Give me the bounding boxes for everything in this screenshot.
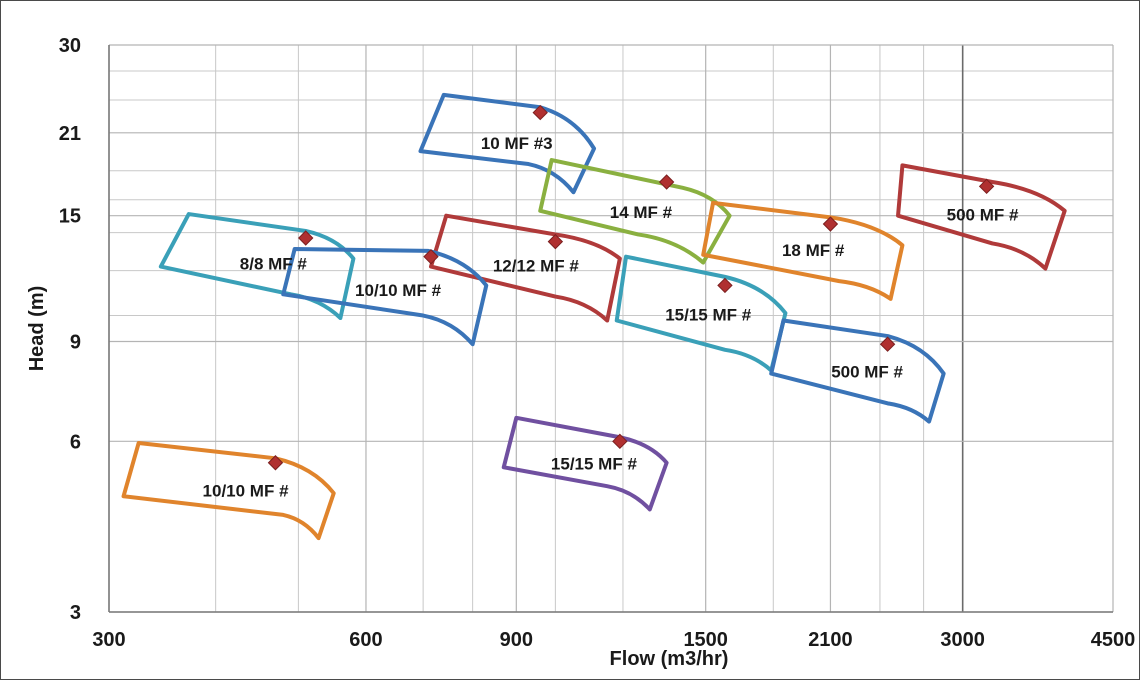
duty-point-marker: [879, 336, 896, 352]
y-tick-label: 21: [59, 123, 81, 145]
pump-region-label: 18 MF #: [782, 241, 845, 260]
x-tick-label: 3000: [940, 629, 985, 651]
x-tick-label: 900: [500, 629, 533, 651]
y-tick-label: 9: [70, 331, 81, 353]
x-tick-label: 2100: [808, 629, 853, 651]
duty-point-marker: [298, 230, 314, 246]
pump-regions: [121, 92, 1067, 541]
pump-region-outline: [281, 247, 489, 347]
pump-region-label: 500 MF #: [831, 362, 903, 381]
duty-point-markers: [267, 104, 995, 471]
x-tick-label: 1500: [683, 629, 728, 651]
y-tick-label: 6: [70, 431, 81, 453]
pump-region-label: 8/8 MF #: [240, 255, 308, 274]
duty-point-marker: [423, 248, 439, 265]
pump-region-label: 14 MF #: [610, 203, 673, 222]
pump-region-outline: [538, 158, 732, 265]
pump-region-outline: [501, 415, 669, 512]
pump-region-label: 15/15 MF #: [665, 306, 752, 325]
x-tick-labels: 300 600 900 1500 2100 3000 4500: [92, 629, 1135, 651]
duty-point-marker: [547, 233, 564, 250]
duty-point-marker: [532, 104, 548, 121]
x-tick-label: 4500: [1091, 629, 1136, 651]
pump-region-outline: [614, 254, 788, 373]
y-tick-label: 30: [59, 35, 81, 57]
pump-region-label: 10 MF #3: [481, 134, 553, 153]
pump-region-outline: [121, 440, 336, 541]
pump-region-outline: [428, 213, 622, 323]
y-tick-label: 15: [59, 206, 81, 228]
pump-region-label: 10/10 MF #: [203, 482, 290, 501]
duty-point-marker: [822, 216, 839, 232]
pump-region-label: 500 MF #: [947, 205, 1019, 224]
pump-region-outline: [896, 163, 1067, 271]
y-tick-label: 3: [70, 602, 81, 624]
duty-point-marker: [658, 174, 675, 190]
grid: [108, 44, 1114, 613]
duty-point-marker: [612, 433, 628, 450]
pump-region-outline: [701, 200, 905, 301]
pump-region-label: 15/15 MF #: [551, 454, 638, 473]
pump-region-outline: [418, 92, 597, 195]
pump-region-label: 10/10 MF #: [355, 281, 442, 300]
pump-region-label: 12/12 MF #: [493, 256, 580, 275]
duty-point-marker: [717, 277, 733, 294]
region-labels: 10 MF #3 14 MF # 500 MF # 18 MF # 12/12 MF #…: [203, 134, 1019, 501]
y-axis-title: Head (m): [26, 286, 48, 372]
x-tick-label: 600: [349, 629, 382, 651]
duty-point-marker: [978, 178, 995, 195]
pump-region-outline: [769, 318, 946, 424]
x-axis-title: Flow (m3/hr): [610, 648, 729, 670]
x-tick-label: 300: [92, 629, 125, 651]
duty-point-marker: [267, 455, 284, 471]
y-tick-labels: 3 6 9 15 21 30: [59, 35, 81, 624]
